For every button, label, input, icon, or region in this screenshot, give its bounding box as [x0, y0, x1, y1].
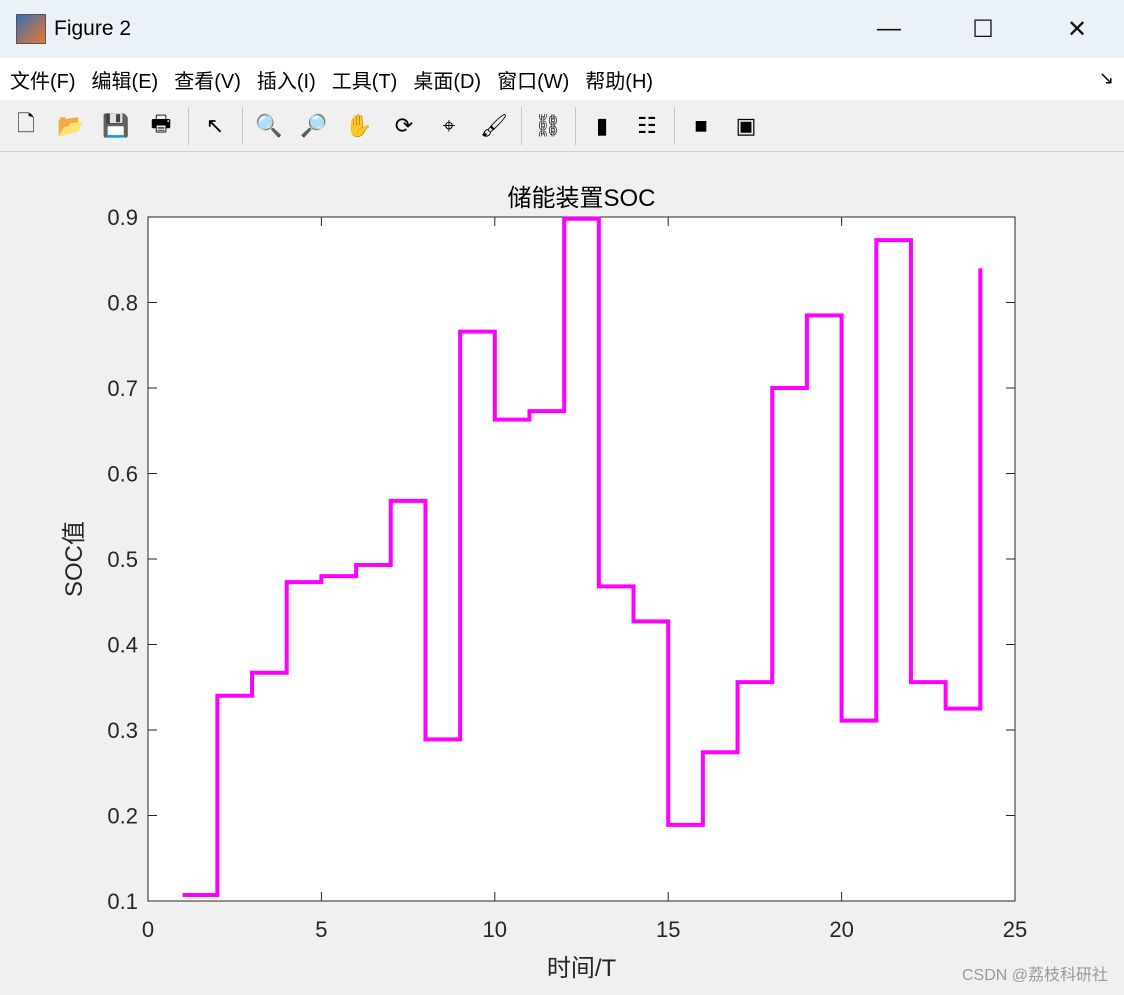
menu-item[interactable]: 文件(F) — [10, 70, 76, 93]
chart-title: 储能装置SOC — [507, 185, 655, 212]
x-tick-label: 25 — [1003, 917, 1027, 942]
soc-stairs-line — [182, 216, 983, 898]
toolbar-separator — [521, 106, 522, 145]
y-tick-label: 0.7 — [107, 376, 138, 401]
y-tick-label: 0.6 — [107, 462, 138, 487]
menu-item[interactable]: 编辑(E) — [91, 70, 159, 93]
y-tick-label: 0.4 — [107, 633, 138, 658]
menu-item[interactable]: 桌面(D) — [413, 70, 482, 93]
menu-item[interactable]: 窗口(W) — [497, 70, 570, 93]
plot-area — [147, 216, 1016, 902]
matlab-icon — [16, 14, 46, 44]
x-tick-label: 5 — [315, 917, 327, 942]
close-button[interactable]: ✕ — [1066, 15, 1088, 43]
x-tick-label: 15 — [656, 917, 680, 942]
y-tick-label: 0.3 — [107, 718, 138, 743]
toolbar-separator — [674, 106, 675, 145]
zoom-out-icon[interactable]: 🔎 — [300, 112, 328, 138]
x-tick-label: 20 — [829, 917, 853, 942]
x-tick-label: 10 — [483, 917, 507, 942]
colorbar-icon[interactable]: ▮ — [595, 112, 609, 138]
zoom-in-icon[interactable]: 🔍 — [255, 112, 283, 138]
brush-icon[interactable]: 🖌 — [480, 112, 508, 138]
toolbar-separator — [575, 106, 576, 145]
toolbar: 🗋 📂 💾 🖶 ↖ 🔍 🔎 ✋ ⟳ ⌖ 🖌 ⛓ ▮ ☷ ■ ▣ — [0, 100, 1124, 152]
menu-item[interactable]: 插入(I) — [256, 70, 316, 93]
save-icon[interactable]: 💾 — [102, 112, 130, 138]
print-icon[interactable]: 🖶 — [150, 110, 172, 136]
watermark: CSDN @荔枝科研社 — [961, 967, 1108, 984]
y-tick-label: 0.8 — [107, 291, 138, 316]
show-plot-tools-icon[interactable]: ▣ — [735, 112, 757, 138]
link-icon[interactable]: ⛓ — [534, 112, 562, 138]
maximize-button[interactable]: ☐ — [972, 15, 994, 43]
menu-bar: 文件(F) 编辑(E) 查看(V) 插入(I) 工具(T) 桌面(D) 窗口(W) 帮助(H)… — [0, 58, 1124, 100]
legend-icon[interactable]: ☷ — [637, 112, 657, 138]
y-tick-label: 0.5 — [107, 547, 138, 572]
y-tick-label: 0.1 — [107, 889, 138, 914]
x-axis-label: 时间/T — [547, 955, 617, 982]
menu-item[interactable]: 工具(T) — [331, 70, 398, 93]
window-title: Figure 2 — [54, 17, 132, 40]
pan-icon[interactable]: ✋ — [345, 112, 373, 138]
dock-arrow-icon[interactable]: ↘ — [1098, 68, 1114, 88]
new-figure-icon[interactable]: 🗋 — [17, 110, 35, 136]
y-axis-label: SOC值 — [61, 521, 88, 597]
x-tick-label: 0 — [142, 917, 154, 942]
data-cursor-icon[interactable]: ⌖ — [442, 112, 456, 138]
minimize-button[interactable]: — — [877, 15, 901, 42]
open-icon[interactable]: 📂 — [57, 112, 85, 138]
rotate-icon[interactable]: ⟳ — [394, 112, 414, 138]
toolbar-separator — [188, 106, 189, 145]
y-tick-label: 0.2 — [107, 804, 138, 829]
menu-item[interactable]: 帮助(H) — [585, 70, 654, 93]
pointer-icon[interactable]: ↖ — [205, 112, 225, 138]
title-bar: Figure 2 — ☐ ✕ — [0, 0, 1124, 58]
toolbar-separator — [242, 106, 243, 145]
menu-item[interactable]: 查看(V) — [174, 70, 241, 93]
y-tick-label: 0.9 — [107, 205, 138, 230]
hide-plot-tools-icon[interactable]: ■ — [694, 112, 708, 138]
